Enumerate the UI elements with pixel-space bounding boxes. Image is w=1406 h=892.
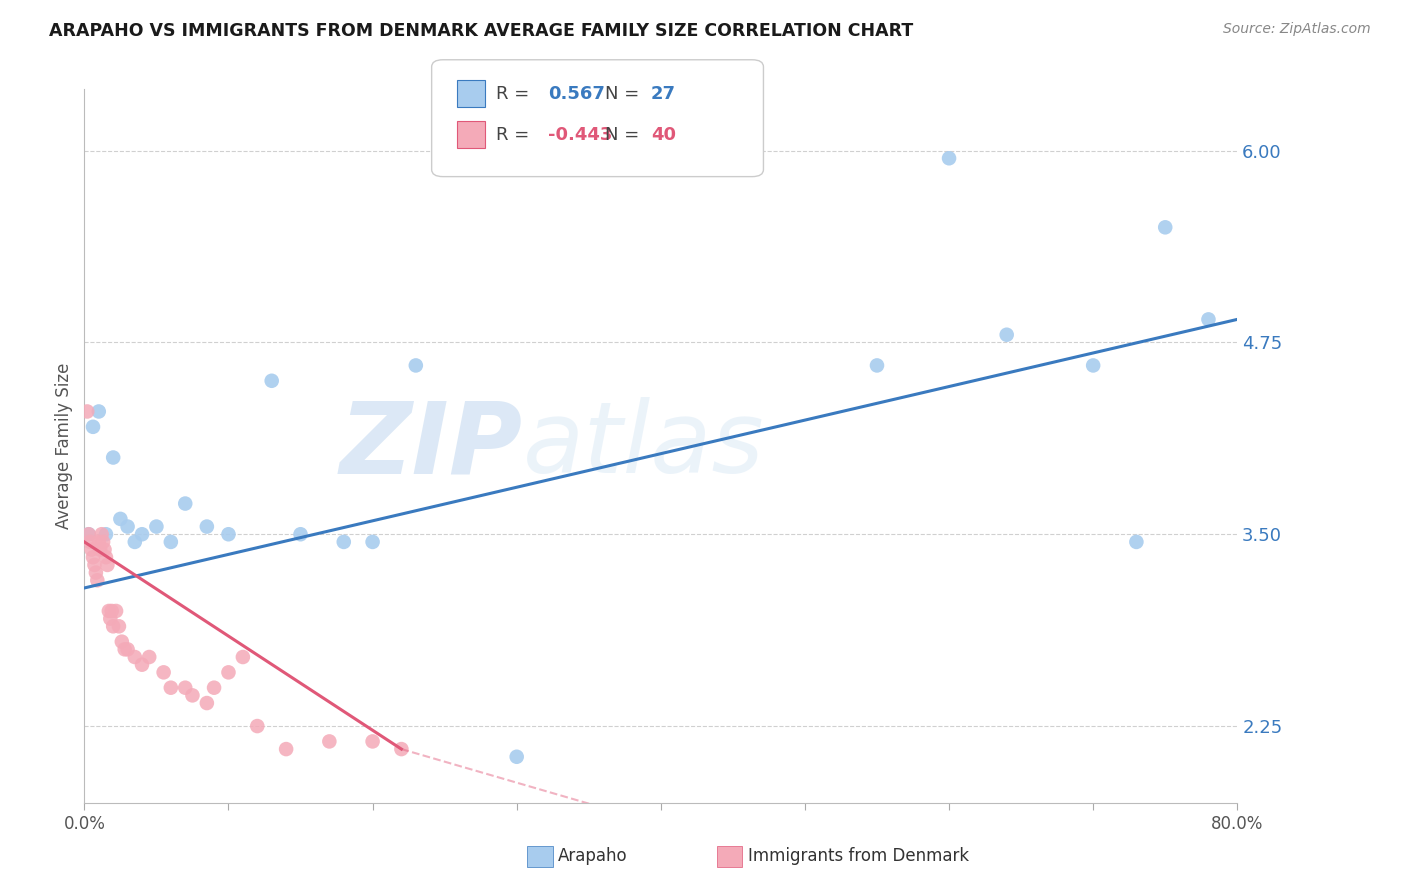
Point	[1083, 359, 1105, 373]
Point	[77, 527, 100, 541]
Point	[866, 359, 889, 373]
Point	[87, 535, 110, 549]
Point	[1154, 220, 1177, 235]
Point	[276, 742, 298, 756]
Point	[218, 527, 240, 541]
Point	[84, 566, 107, 580]
Point	[995, 327, 1018, 342]
Point	[938, 151, 960, 165]
Point	[91, 535, 114, 549]
Point	[83, 558, 105, 572]
Text: 27: 27	[651, 85, 676, 103]
Point	[131, 657, 153, 672]
Point	[361, 734, 384, 748]
Point	[117, 642, 139, 657]
Point	[103, 619, 124, 633]
Point	[87, 404, 110, 418]
Point	[124, 535, 146, 549]
Point	[160, 681, 183, 695]
Point	[105, 604, 128, 618]
Point	[114, 642, 136, 657]
Text: N =: N =	[605, 126, 638, 144]
Point	[260, 374, 283, 388]
Point	[160, 535, 183, 549]
Point	[93, 542, 115, 557]
Point	[405, 359, 427, 373]
Text: Arapaho: Arapaho	[558, 847, 628, 865]
Text: ARAPAHO VS IMMIGRANTS FROM DENMARK AVERAGE FAMILY SIZE CORRELATION CHART: ARAPAHO VS IMMIGRANTS FROM DENMARK AVERA…	[49, 22, 914, 40]
Point	[77, 527, 100, 541]
Text: 0.567: 0.567	[548, 85, 605, 103]
Point	[111, 634, 134, 648]
Text: 40: 40	[651, 126, 676, 144]
Point	[79, 535, 101, 549]
Point	[246, 719, 269, 733]
Point	[174, 497, 197, 511]
Point	[103, 450, 124, 465]
Point	[181, 689, 204, 703]
Point	[290, 527, 312, 541]
Text: ZIP: ZIP	[339, 398, 523, 494]
Text: R =: R =	[496, 85, 530, 103]
Point	[82, 419, 104, 434]
Point	[333, 535, 356, 549]
Point	[89, 542, 111, 557]
Point	[1198, 312, 1220, 326]
Point	[318, 734, 340, 748]
Point	[145, 519, 167, 533]
Point	[138, 650, 160, 665]
Text: Source: ZipAtlas.com: Source: ZipAtlas.com	[1223, 22, 1371, 37]
Y-axis label: Average Family Size: Average Family Size	[55, 363, 73, 529]
Point	[117, 519, 139, 533]
Point	[90, 527, 112, 541]
Point	[86, 574, 108, 588]
Point	[76, 404, 98, 418]
Point	[96, 558, 118, 572]
Point	[195, 519, 218, 533]
Text: atlas: atlas	[523, 398, 763, 494]
Point	[100, 604, 122, 618]
Point	[1125, 535, 1147, 549]
Point	[98, 612, 121, 626]
Point	[110, 512, 132, 526]
Point	[232, 650, 254, 665]
Point	[97, 604, 120, 618]
Point	[124, 650, 146, 665]
Text: -0.443: -0.443	[548, 126, 613, 144]
Point	[152, 665, 174, 680]
Point	[94, 550, 117, 565]
Text: Immigrants from Denmark: Immigrants from Denmark	[748, 847, 969, 865]
Point	[506, 749, 529, 764]
Point	[131, 527, 153, 541]
Point	[202, 681, 225, 695]
Point	[174, 681, 197, 695]
Text: R =: R =	[496, 126, 530, 144]
Point	[94, 527, 117, 541]
Point	[195, 696, 218, 710]
Point	[80, 542, 103, 557]
Point	[391, 742, 413, 756]
Text: N =: N =	[605, 85, 638, 103]
Point	[82, 550, 104, 565]
Point	[218, 665, 240, 680]
Point	[108, 619, 131, 633]
Point	[361, 535, 384, 549]
